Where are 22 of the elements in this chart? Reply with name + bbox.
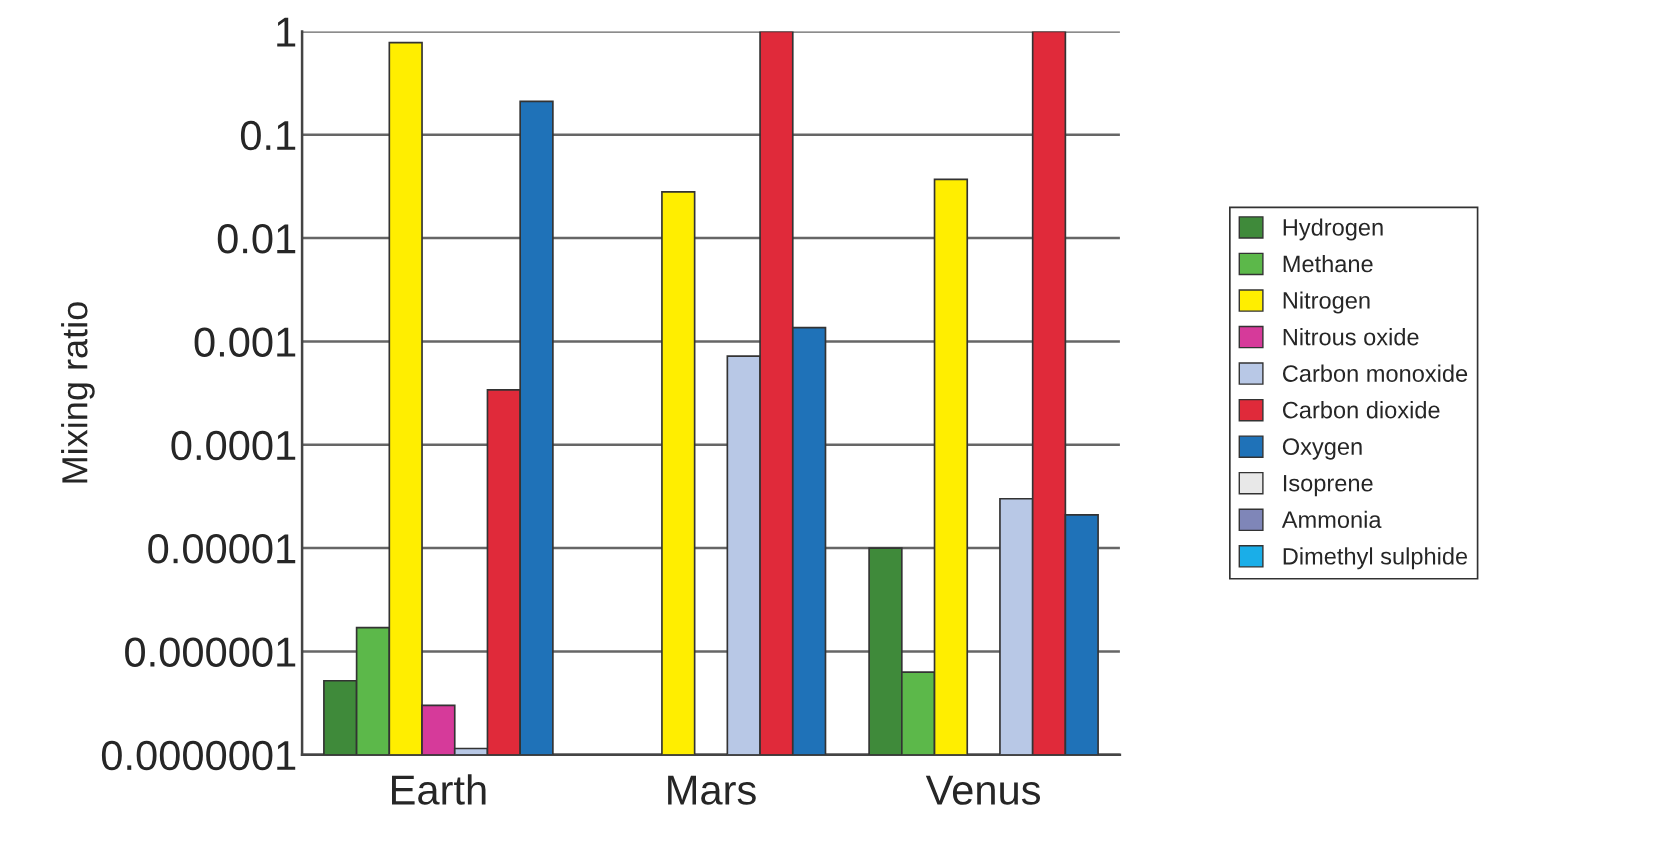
x-tick-label: Earth (392, 774, 486, 805)
y-tick-label: 0.00001 (148, 534, 296, 564)
legend-label: Hydrogen (1283, 218, 1383, 241)
legend-label: Carbon monoxide (1282, 364, 1468, 382)
y-tick-label: 0.1 (240, 120, 296, 151)
legend-label: Methane (1283, 254, 1373, 273)
legend-label: Ammonia (1281, 510, 1382, 529)
y-tick-label: 0.01 (217, 224, 296, 254)
x-tick-label: Mars (668, 775, 756, 805)
legend-label: Nitrous oxide (1283, 328, 1419, 346)
legend-label: Isoprene (1283, 475, 1373, 497)
legend-label: Carbon dioxide (1282, 401, 1440, 419)
y-tick-label: 0.001 (194, 327, 296, 357)
legend-label: Nitrogen (1283, 291, 1370, 314)
y-tick-label: 0.0000001 (101, 740, 296, 771)
legend-label: Dimethyl sulphide (1283, 547, 1468, 570)
y-axis-title: Mixing ratio (61, 302, 95, 483)
x-tick-label: Venus (925, 775, 1041, 805)
y-tick-label: 0.0001 (171, 430, 296, 461)
y-tick-label: 1 (277, 17, 296, 47)
legend-label: Oxygen (1282, 438, 1362, 460)
y-tick-label: 0.000001 (125, 637, 296, 667)
